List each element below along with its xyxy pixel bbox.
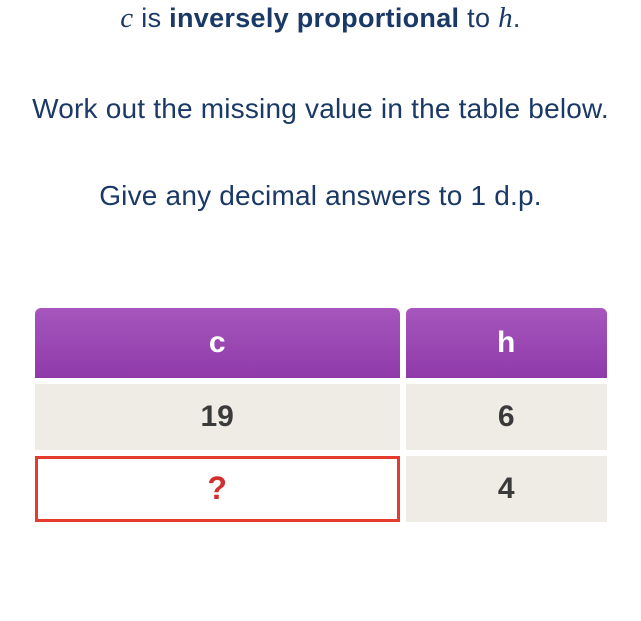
rounding-instruction: Give any decimal answers to 1 d.p. — [20, 180, 621, 212]
proportionality-statement: c is inversely proportional to h. — [20, 2, 621, 35]
values-table: c h 19 6 ? 4 — [29, 302, 613, 528]
table-row: 19 6 — [35, 384, 607, 450]
question-page: c is inversely proportional to h. Work o… — [0, 2, 641, 528]
text-inversely-proportional: inversely proportional — [169, 3, 459, 33]
table-row: ? 4 — [35, 456, 607, 522]
cell-h-row2: 4 — [406, 456, 607, 522]
text-to: to — [459, 3, 498, 33]
column-header-h: h — [406, 308, 607, 378]
text-is: is — [133, 3, 169, 33]
cell-c-row1: 19 — [35, 384, 400, 450]
instruction-text: Work out the missing value in the table … — [20, 90, 621, 128]
variable-c: c — [120, 2, 133, 34]
cell-c-missing[interactable]: ? — [35, 456, 400, 522]
text-period: . — [513, 3, 521, 33]
column-header-c: c — [35, 308, 400, 378]
table-header-row: c h — [35, 308, 607, 378]
cell-h-row1: 6 — [406, 384, 607, 450]
variable-h: h — [498, 2, 513, 34]
